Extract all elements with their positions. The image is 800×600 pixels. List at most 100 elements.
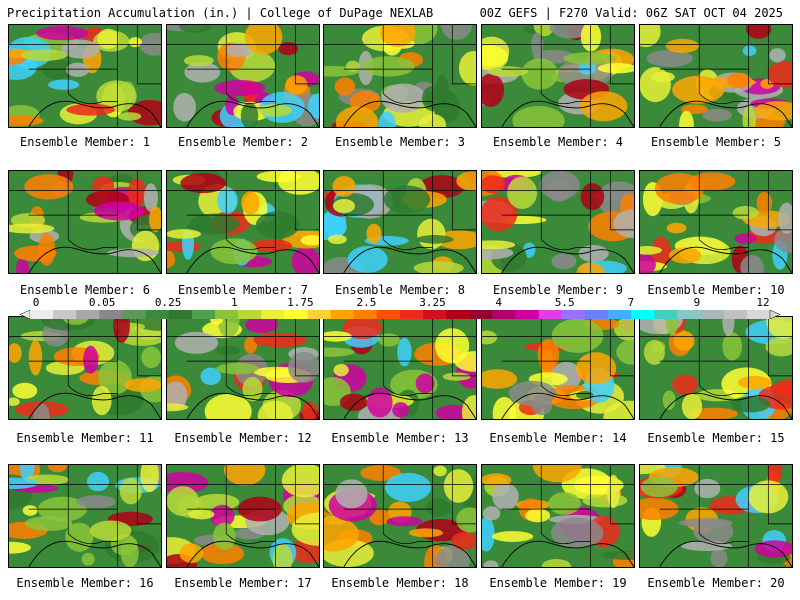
colorbar-segment [191, 310, 216, 319]
member-caption: Ensemble Member: 7 [177, 283, 309, 297]
precip-map-icon [482, 171, 634, 273]
colorbar-tick-label: 1 [230, 296, 238, 309]
member-caption: Ensemble Member: 4 [492, 135, 624, 149]
precip-map-icon [640, 317, 792, 419]
ensemble-member-map [323, 170, 477, 274]
member-caption: Ensemble Member: 15 [647, 431, 785, 445]
colorbar-segment [400, 310, 424, 319]
precip-colorbar [20, 310, 780, 319]
colorbar-tick-label: 2.5 [356, 296, 377, 309]
ensemble-member-map [8, 24, 162, 128]
precip-map-icon [9, 171, 161, 273]
colorbar-segment [307, 310, 332, 319]
member-caption: Ensemble Member: 18 [331, 576, 469, 590]
ensemble-member-map [323, 464, 477, 568]
member-caption: Ensemble Member: 5 [650, 135, 782, 149]
colorbar-left-arrow [20, 310, 31, 319]
colorbar-segment [76, 310, 100, 319]
member-caption: Ensemble Member: 10 [647, 283, 785, 297]
colorbar-segment [99, 310, 123, 319]
colorbar-segment [261, 310, 285, 319]
colorbar-segment [330, 310, 355, 319]
colorbar-tick-label: 3.25 [419, 296, 446, 309]
colorbar-segment [446, 310, 470, 319]
precip-map-icon [9, 465, 161, 567]
colorbar-tick-label: 5.5 [554, 296, 575, 309]
precip-map-icon [482, 465, 634, 567]
colorbar-right-arrow [769, 310, 780, 319]
ensemble-member-map [8, 464, 162, 568]
precip-map-icon [482, 25, 634, 127]
precip-map-icon [324, 25, 476, 127]
ensemble-member-map [166, 24, 320, 128]
ensemble-member-map [166, 170, 320, 274]
precip-map-icon [324, 317, 476, 419]
colorbar-tick-label: 1.75 [287, 296, 314, 309]
member-caption: Ensemble Member: 9 [492, 283, 624, 297]
precip-map-icon [324, 465, 476, 567]
ensemble-member-map [323, 24, 477, 128]
colorbar-segment [145, 310, 170, 319]
colorbar-segment [122, 310, 147, 319]
colorbar-tick-label: 0 [32, 296, 40, 309]
ensemble-member-map [481, 464, 635, 568]
ensemble-member-map [481, 170, 635, 274]
member-caption: Ensemble Member: 19 [489, 576, 627, 590]
member-caption: Ensemble Member: 3 [334, 135, 466, 149]
precip-map-icon [167, 465, 319, 567]
member-caption: Ensemble Member: 6 [19, 283, 151, 297]
colorbar-segment [238, 310, 262, 319]
ensemble-member-map [639, 170, 793, 274]
colorbar-segment [376, 310, 401, 319]
member-caption: Ensemble Member: 11 [16, 431, 154, 445]
ensemble-member-map [639, 316, 793, 420]
ensemble-member-map [323, 316, 477, 420]
member-caption: Ensemble Member: 8 [334, 283, 466, 297]
colorbar-segment [700, 310, 725, 319]
precip-map-icon [640, 465, 792, 567]
colorbar-segment [168, 310, 193, 319]
colorbar-segment [608, 310, 632, 319]
colorbar-tick-label: 12 [756, 296, 770, 309]
colorbar-segment [654, 310, 678, 319]
colorbar-segment [215, 310, 239, 319]
colorbar-segment [53, 310, 77, 319]
ensemble-member-map [481, 24, 635, 128]
colorbar-segment [538, 310, 563, 319]
member-caption: Ensemble Member: 16 [16, 576, 154, 590]
colorbar-segment [30, 310, 54, 319]
colorbar-segment [677, 310, 702, 319]
colorbar-segment [585, 310, 609, 319]
colorbar-tick-label: 0.25 [154, 296, 182, 309]
precip-map-icon [482, 317, 634, 419]
colorbar-segment [746, 310, 771, 319]
precip-map-icon [640, 171, 792, 273]
member-caption: Ensemble Member: 13 [331, 431, 469, 445]
colorbar-segment [723, 310, 748, 319]
colorbar-segment [353, 310, 378, 319]
colorbar-tick-label: 9 [693, 296, 701, 309]
member-caption: Ensemble Member: 17 [174, 576, 312, 590]
precip-map-icon [167, 317, 319, 419]
member-caption: Ensemble Member: 20 [647, 576, 785, 590]
precip-map-icon [9, 317, 161, 419]
colorbar-segment [515, 310, 540, 319]
ensemble-member-map [639, 464, 793, 568]
colorbar-segment [284, 310, 308, 319]
model-run-info: 00Z GEFS | F270 Valid: 06Z SAT OCT 04 20… [479, 6, 783, 20]
precip-map-icon [9, 25, 161, 127]
colorbar-tick-label: 7 [627, 296, 635, 309]
colorbar-segment [561, 310, 586, 319]
colorbar-tick-label: 0.05 [88, 296, 116, 309]
member-caption: Ensemble Member: 1 [19, 135, 151, 149]
precip-map-icon [167, 25, 319, 127]
colorbar-segment [423, 310, 447, 319]
precip-map-icon [324, 171, 476, 273]
precip-map-icon [640, 25, 792, 127]
member-caption: Ensemble Member: 14 [489, 431, 627, 445]
ensemble-member-map [8, 316, 162, 420]
member-caption: Ensemble Member: 12 [174, 431, 312, 445]
colorbar-tick-label: 4 [495, 296, 502, 309]
ensemble-member-map [166, 316, 320, 420]
member-caption: Ensemble Member: 2 [177, 135, 309, 149]
